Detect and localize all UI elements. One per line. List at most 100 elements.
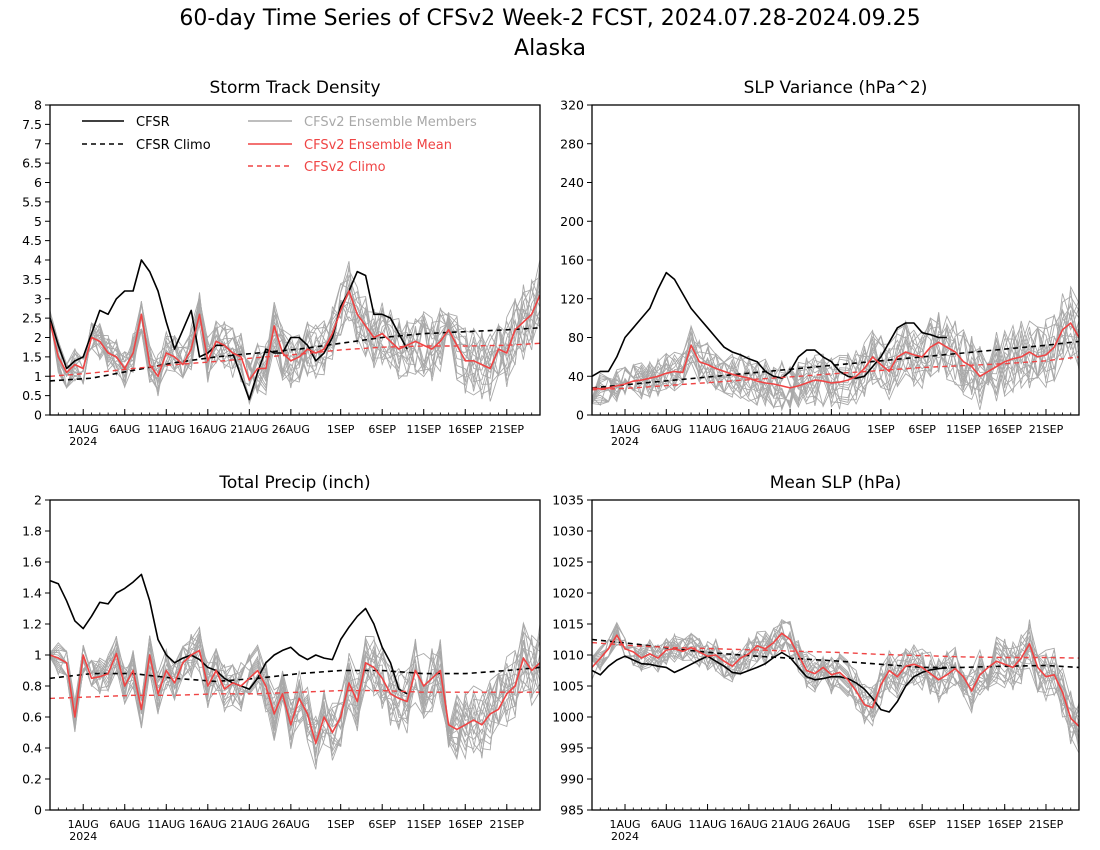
mean-slp-x-tick-label: 16SEP [987, 818, 1022, 831]
total-precip-ensemble-mean-line [50, 649, 540, 745]
mean-slp-member-group [592, 618, 1079, 754]
mean-slp-y-tick-label: 1005 [552, 679, 584, 694]
slp-variance-x-tick-label: 1AUG [609, 423, 640, 436]
slp-variance-member-line [592, 317, 1079, 408]
slp-variance-x-tick-label: 16SEP [987, 423, 1022, 436]
slp-variance-y-tick-label: 160 [560, 253, 584, 268]
total-precip-member-line [50, 633, 540, 743]
mean-slp-y-tick-label: 1025 [552, 555, 584, 570]
mean-slp-panel: Mean SLP (hPa) 985 990 995 1000 1005 1010 1015 1… [552, 473, 1080, 843]
slp-variance-ensemble-mean-line [592, 322, 1079, 390]
slp-variance-series-group [592, 271, 1079, 391]
slp-variance-member-line [592, 293, 1079, 412]
storm-track-density-y-tick-label: 4.5 [22, 233, 42, 248]
storm-track-density-cfsv2-climo-line [50, 342, 540, 377]
mean-slp-cfsr-line [592, 651, 947, 713]
legend-label-members: CFSv2 Ensemble Members [304, 115, 477, 130]
total-precip-member-group [50, 621, 540, 770]
mean-slp-x-tick-label: 1SEP [867, 818, 895, 831]
slp-variance-member-line [592, 301, 1079, 410]
mean-slp-frame [591, 499, 1080, 811]
mean-slp-member-line [592, 630, 1079, 712]
storm-track-density-member-line [50, 272, 540, 389]
storm-track-density-y-tick-label: 6.5 [22, 156, 42, 171]
total-precip-member-line [50, 641, 540, 761]
total-precip-year-label: 2024 [69, 830, 97, 843]
slp-variance-member-line [592, 309, 1079, 405]
storm-track-density-ensemble-mean-line [50, 290, 540, 381]
total-precip-x-tick-label: 16SEP [448, 818, 483, 831]
total-precip-x-tick-label: 21SEP [489, 818, 524, 831]
storm-track-density-x-tick-label: 16SEP [448, 423, 483, 436]
storm-track-density-title: Storm Track Density [209, 78, 380, 98]
mean-slp-member-line [592, 627, 1079, 739]
total-precip-member-line [50, 623, 540, 751]
storm-track-density-y-tick-label: 0 [34, 408, 42, 423]
storm-track-density-y-tick-label: 2 [34, 330, 42, 345]
storm-track-density-y-tick-label: 3 [34, 291, 42, 306]
storm-track-density-y-tick-label: 2.5 [22, 311, 42, 326]
slp-variance-cfsr-climo-line [592, 340, 1079, 389]
total-precip-y-tick-label: 0.8 [22, 679, 42, 694]
slp-variance-y-tick-label: 320 [560, 98, 584, 113]
slp-variance-x-tick-label: 11AUG [689, 423, 727, 436]
slp-variance-member-line [592, 295, 1079, 404]
total-precip-x-tick-label: 21AUG [230, 818, 268, 831]
slp-variance-member-group [592, 285, 1079, 412]
mean-slp-x-tick-label: 11SEP [946, 818, 981, 831]
total-precip-cfsr-line [50, 573, 408, 695]
storm-track-density-y-tick-label: 3.5 [22, 272, 42, 287]
total-precip-series-group [50, 573, 540, 745]
legend-label-cfsv2-climo: CFSv2 Climo [304, 160, 386, 175]
storm-track-density-y-tick-label: 0.5 [22, 388, 42, 403]
slp-variance-x-tick-label: 26AUG [812, 423, 850, 436]
total-precip-y-tick-label: 0 [34, 803, 42, 818]
storm-track-density-x-tick-label: 26AUG [272, 423, 310, 436]
mean-slp-x-tick-label: 11AUG [689, 818, 727, 831]
storm-track-density-x-tick-label: 11AUG [147, 423, 185, 436]
slp-variance-y-tick-label: 280 [560, 136, 584, 151]
slp-variance-panel: SLP Variance (hPa^2) 0 40 80 120 160 200 240 280… [560, 78, 1080, 448]
slp-variance-x-tick-label: 21SEP [1029, 423, 1064, 436]
mean-slp-y-tick-label: 1035 [552, 493, 584, 508]
total-precip-y-tick-label: 1.4 [22, 586, 42, 601]
slp-variance-cfsv2-climo-line [592, 356, 1079, 391]
slp-variance-x-tick-label: 16AUG [730, 423, 768, 436]
mean-slp-y-tick-label: 1010 [552, 648, 584, 663]
storm-track-density-member-line [50, 302, 540, 388]
total-precip-member-line [50, 636, 540, 763]
mean-slp-member-line [592, 627, 1079, 734]
mean-slp-series-group [592, 632, 1079, 727]
mean-slp-member-line [592, 619, 1079, 746]
slp-variance-member-line [592, 312, 1079, 409]
slp-variance-y-tick-label: 80 [568, 330, 584, 345]
mean-slp-x-tick-label: 16AUG [730, 818, 768, 831]
mean-slp-x-tick-label: 21SEP [1029, 818, 1064, 831]
mean-slp-y-tick-label: 1015 [552, 617, 584, 632]
legend-label-cfsr-climo: CFSR Climo [136, 138, 211, 153]
slp-variance-x-tick-label: 6AUG [651, 423, 682, 436]
storm-track-density-member-group [50, 259, 540, 406]
slp-variance-y-tick-label: 0 [576, 408, 584, 423]
total-precip-y-tick-label: 2 [34, 493, 42, 508]
total-precip-y-tick-label: 1.8 [22, 524, 42, 539]
legend-label-cfsr: CFSR [136, 115, 170, 130]
total-precip-y-tick-label: 0.2 [22, 772, 42, 787]
total-precip-member-line [50, 629, 540, 754]
storm-track-density-x-tick-label: 21SEP [489, 423, 524, 436]
slp-variance-year-label: 2024 [611, 435, 639, 448]
storm-track-density-y-tick-label: 1.5 [22, 349, 42, 364]
total-precip-y-tick-label: 0.6 [22, 710, 42, 725]
mean-slp-ensemble-mean-line [592, 632, 1079, 727]
mean-slp-member-line [592, 623, 1079, 744]
mean-slp-x-tick-label: 21AUG [771, 818, 809, 831]
slp-variance-member-line [592, 324, 1079, 404]
mean-slp-y-tick-label: 1020 [552, 586, 584, 601]
slp-variance-member-line [592, 322, 1079, 409]
total-precip-x-tick-label: 16AUG [189, 818, 227, 831]
total-precip-y-tick-label: 1 [34, 648, 42, 663]
total-precip-x-tick-label: 6AUG [109, 818, 140, 831]
storm-track-density-cfsr-climo-line [50, 327, 540, 382]
mean-slp-y-tick-label: 1030 [552, 524, 584, 539]
